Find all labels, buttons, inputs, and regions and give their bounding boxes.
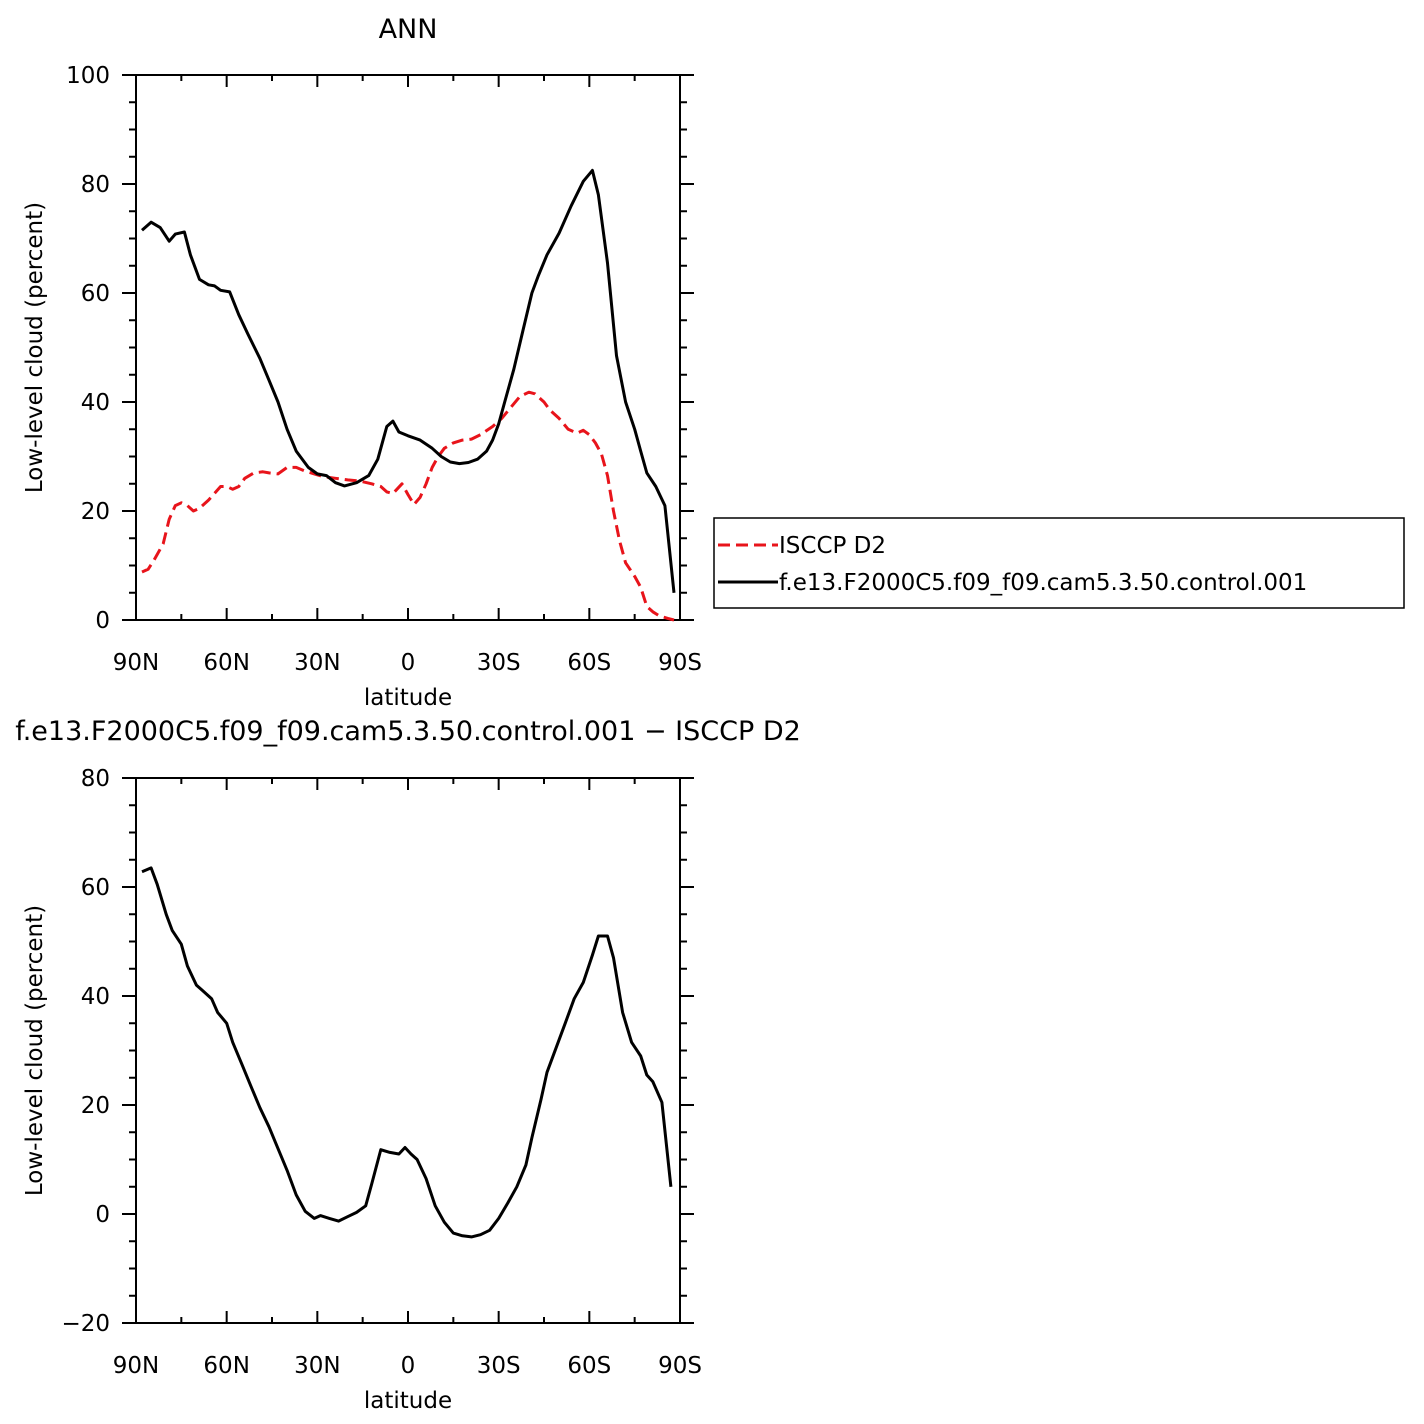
y-tick-label: 20 [81, 1093, 110, 1119]
x-axis-label: latitude [364, 685, 452, 711]
y-tick-label: 60 [81, 875, 110, 901]
x-tick-label: 30N [294, 650, 340, 676]
y-tick-label: 20 [81, 499, 110, 525]
chart-title: f.e13.F2000C5.f09_f09.cam5.3.50.control.… [15, 716, 801, 747]
series-line-0 [141, 866, 673, 1239]
y-tick-label: 60 [81, 281, 110, 307]
y-axis-label: Low-level cloud (percent) [22, 905, 48, 1196]
y-tick-label: −20 [61, 1311, 110, 1337]
y-tick-label: 40 [81, 984, 110, 1010]
x-tick-label: 30S [477, 1353, 521, 1379]
x-tick-label: 90S [658, 1353, 702, 1379]
x-tick-label: 0 [401, 650, 416, 676]
x-tick-label: 60S [567, 1353, 611, 1379]
x-tick-label: 0 [401, 1353, 416, 1379]
y-tick-label: 40 [81, 390, 110, 416]
legend-entry: f.e13.F2000C5.f09_f09.cam5.3.50.control.… [779, 570, 1307, 596]
y-tick-label: 80 [81, 172, 110, 198]
y-axis-label: Low-level cloud (percent) [22, 202, 48, 493]
legend: ISCCP D2 f.e13.F2000C5.f09_f09.cam5.3.50.… [713, 517, 1405, 609]
plot-frame [135, 777, 681, 1324]
panel-top: 90N 60N 30N 0 30S 60S 90S 0 20 40 60 80 100 ANN latitu… [22, 14, 702, 711]
y-tick-label: 100 [66, 63, 110, 89]
x-tick-label: 30S [477, 650, 521, 676]
legend-entry: ISCCP D2 [779, 533, 886, 559]
x-tick-label: 90N [113, 650, 159, 676]
x-tick-label: 60N [203, 650, 249, 676]
y-tick-label: 0 [95, 608, 110, 634]
chart-title: ANN [379, 14, 438, 45]
x-tick-label: 90N [113, 1353, 159, 1379]
x-tick-label: 60S [567, 650, 611, 676]
series-line-0 [141, 390, 675, 622]
y-tick-label: 0 [95, 1202, 110, 1228]
panel-bottom: 90N 60N 30N 0 30S 60S 90S −20 0 20 40 60 80 f.e13.F20… [15, 716, 801, 1414]
legend-box [713, 517, 1405, 609]
series-line-1 [141, 168, 676, 593]
y-tick-label: 80 [81, 766, 110, 792]
x-tick-label: 90S [658, 650, 702, 676]
x-axis-label: latitude [364, 1388, 452, 1414]
plot-frame [135, 74, 681, 621]
x-tick-label: 60N [203, 1353, 249, 1379]
x-tick-label: 30N [294, 1353, 340, 1379]
